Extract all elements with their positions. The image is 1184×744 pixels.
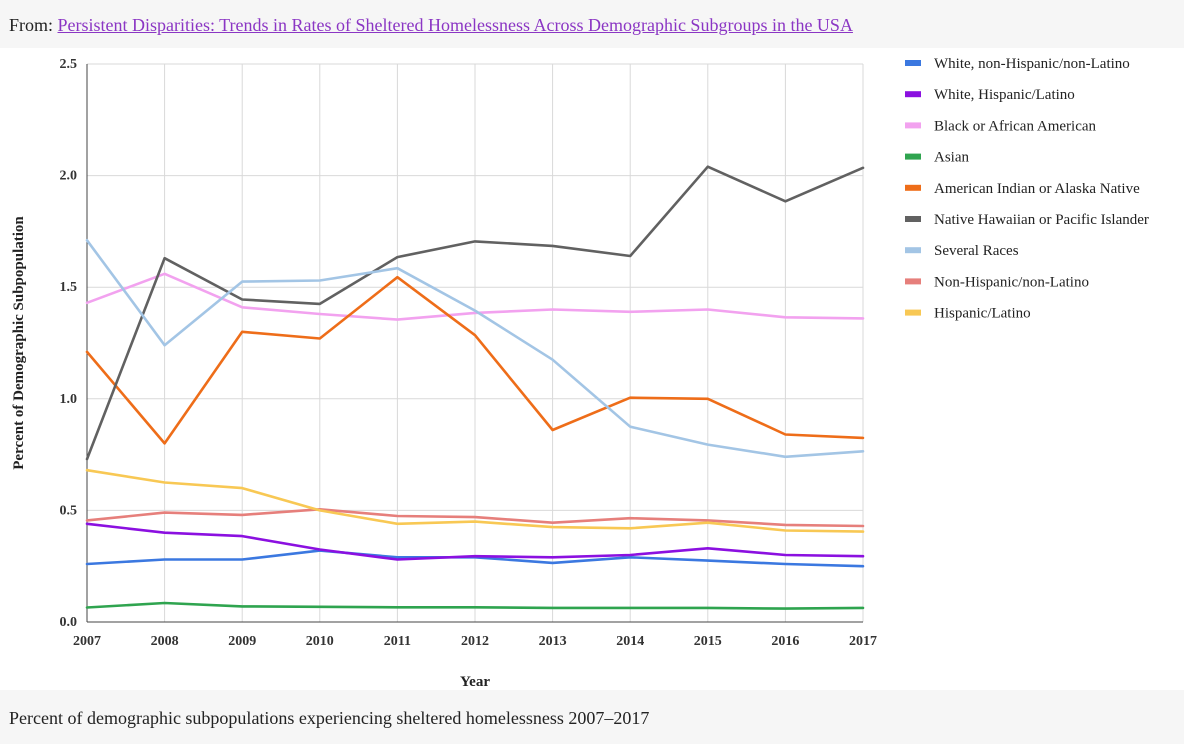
series-line-2	[85, 522, 865, 561]
x-tick-label: 2014	[616, 634, 644, 649]
legend-label: Non-Hispanic/non-Latino	[934, 274, 1089, 290]
series-line-9	[85, 468, 865, 533]
legend-label: American Indian or Alaska Native	[934, 181, 1140, 197]
legend-swatch	[905, 278, 921, 285]
x-axis-title: Year	[460, 674, 490, 690]
x-tick-label: 2008	[151, 634, 179, 649]
source-article-link[interactable]: Persistent Disparities: Trends in Rates …	[57, 15, 853, 35]
series-line-3	[85, 272, 865, 321]
chart-panel: 0.0 0.5 1.0 1.5 2.0 2.5 2007 2008 2009 2010 2011 20…	[0, 48, 1184, 690]
y-tick-label: 2.5	[60, 57, 78, 72]
legend-label: Hispanic/Latino	[934, 306, 1031, 322]
figure-caption: Percent of demographic subpopulations ex…	[9, 708, 650, 728]
legend: White, non-Hispanic/non-Latino White, His…	[905, 56, 1149, 322]
series-line-7	[85, 239, 865, 459]
y-tick-label: 0.0	[60, 615, 78, 630]
legend-label: Asian	[934, 150, 969, 166]
series-line-5	[85, 275, 865, 445]
legend-label: White, Hispanic/Latino	[934, 87, 1075, 103]
axes: 0.0 0.5 1.0 1.5 2.0 2.5 2007 2008 2009 2010 2011 20…	[11, 57, 877, 690]
legend-swatch	[905, 60, 921, 66]
x-tick-label: 2015	[694, 634, 722, 649]
legend-swatch	[905, 216, 921, 222]
legend-swatch	[905, 91, 921, 98]
x-tick-label: 2011	[384, 634, 411, 649]
y-tick-label: 1.5	[60, 280, 78, 295]
legend-swatch	[905, 153, 921, 160]
source-prefix: From:	[9, 15, 54, 35]
series-lines	[85, 165, 865, 610]
series-line-6	[85, 165, 865, 461]
x-tick-label: 2013	[539, 634, 567, 649]
series-line-4	[85, 601, 865, 610]
legend-swatch	[905, 184, 921, 191]
y-axis-title: Percent of Demographic Subpopulation	[11, 216, 27, 470]
series-line-8	[85, 507, 865, 528]
x-tick-label: 2017	[849, 634, 877, 649]
legend-label: Black or African American	[934, 118, 1097, 134]
x-tick-label: 2007	[73, 634, 101, 649]
x-tick-label: 2016	[771, 634, 799, 649]
x-tick-label: 2012	[461, 634, 489, 649]
gridlines	[86, 63, 864, 623]
source-line: From: Persistent Disparities: Trends in …	[9, 13, 853, 37]
legend-label: Native Hawaiian or Pacific Islander	[934, 212, 1149, 228]
legend-swatch	[905, 309, 921, 316]
y-tick-label: 2.0	[60, 169, 78, 184]
x-tick-label: 2010	[306, 634, 334, 649]
legend-label: White, non-Hispanic/non-Latino	[934, 56, 1130, 72]
x-tick-label: 2009	[228, 634, 256, 649]
y-tick-label: 1.0	[60, 392, 78, 407]
legend-swatch	[905, 122, 921, 129]
legend-swatch	[905, 247, 921, 254]
y-tick-label: 0.5	[60, 503, 78, 518]
legend-label: Several Races	[934, 243, 1019, 259]
line-chart: 0.0 0.5 1.0 1.5 2.0 2.5 2007 2008 2009 2010 2011 20…	[11, 56, 1149, 690]
